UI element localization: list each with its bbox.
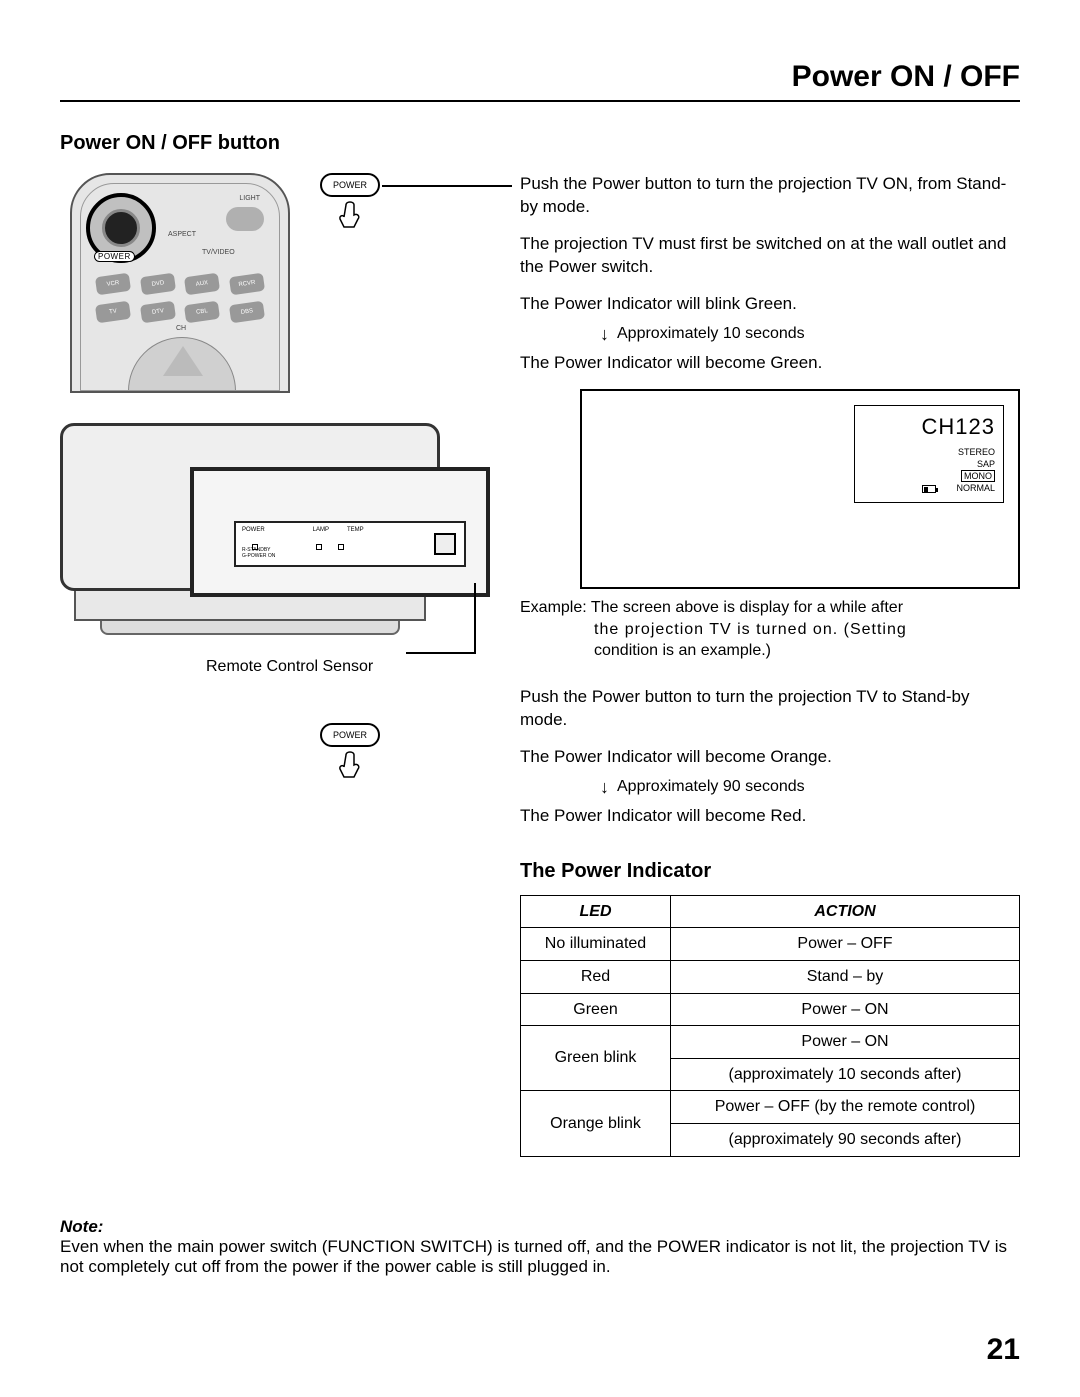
table-row: GreenPower – ON [521,993,1020,1026]
arrow-down-icon: ↓ [600,322,609,346]
osd-example-caption: Example: The screen above is display for… [520,597,1020,662]
remote-light-button [226,207,264,231]
tv-diagram: POWER LAMP TEMP R-STANDBYG-POWER ON Remo… [60,423,480,663]
press-power-icon-2: POWER [320,723,380,788]
table-row: RedStand – by [521,960,1020,993]
timing-10s: ↓Approximately 10 seconds [600,322,1020,346]
remote-sensor-lens [434,533,456,555]
th-action: ACTION [671,895,1020,928]
mode-row-1: VCR DVD AUX RCVR [96,275,264,293]
press-power-icon: POWER [320,173,380,233]
table-row: No illuminatedPower – OFF [521,928,1020,961]
page-number: 21 [987,1333,1020,1367]
para-blink-green: The Power Indicator will blink Green. [520,293,1020,316]
para-push-off: Push the Power button to turn the projec… [520,686,1020,732]
timing-90s: ↓Approximately 90 seconds [600,775,1020,799]
osd-channel: CH123 [863,412,995,442]
remote-power-label: POWER [94,251,135,262]
sensor-caption: Remote Control Sensor [206,658,373,676]
tvvideo-label: TV/VIDEO [202,249,235,256]
table-row: Orange blinkPower – OFF (by the remote c… [521,1091,1020,1124]
para-push-on: Push the Power button to turn the projec… [520,173,1020,219]
note-label: Note: [60,1217,103,1236]
para-become-green: The Power Indicator will become Green. [520,352,1020,375]
indicator-title: The Power Indicator [520,858,1020,885]
ch-label: CH [176,325,186,332]
para-wall-outlet: The projection TV must first be switched… [520,233,1020,279]
page-title: Power ON / OFF [60,60,1020,102]
mode-row-2: TV DTV CBL DBS [96,303,264,321]
indicator-table: LED ACTION No illuminatedPower – OFF Red… [520,895,1020,1157]
para-become-orange: The Power Indicator will become Orange. [520,746,1020,769]
section-power-button: Power ON / OFF button [60,132,1020,155]
para-become-red: The Power Indicator will become Red. [520,805,1020,828]
light-label: LIGHT [239,195,260,202]
arrow-down-icon: ↓ [600,775,609,799]
note-block: Note: Even when the main power switch (F… [60,1217,1020,1277]
remote-diagram: POWER LIGHT ASPECT TV/VIDEO VCR DVD AUX … [60,173,480,403]
osd-screen: CH123 STEREO SAP MONO NORMAL [580,389,1020,589]
note-text: Even when the main power switch (FUNCTIO… [60,1237,1007,1276]
th-led: LED [521,895,671,928]
table-row: Green blinkPower – ON [521,1026,1020,1059]
aspect-label: ASPECT [168,231,196,238]
remote-power-button [102,209,140,247]
battery-icon [922,485,936,493]
